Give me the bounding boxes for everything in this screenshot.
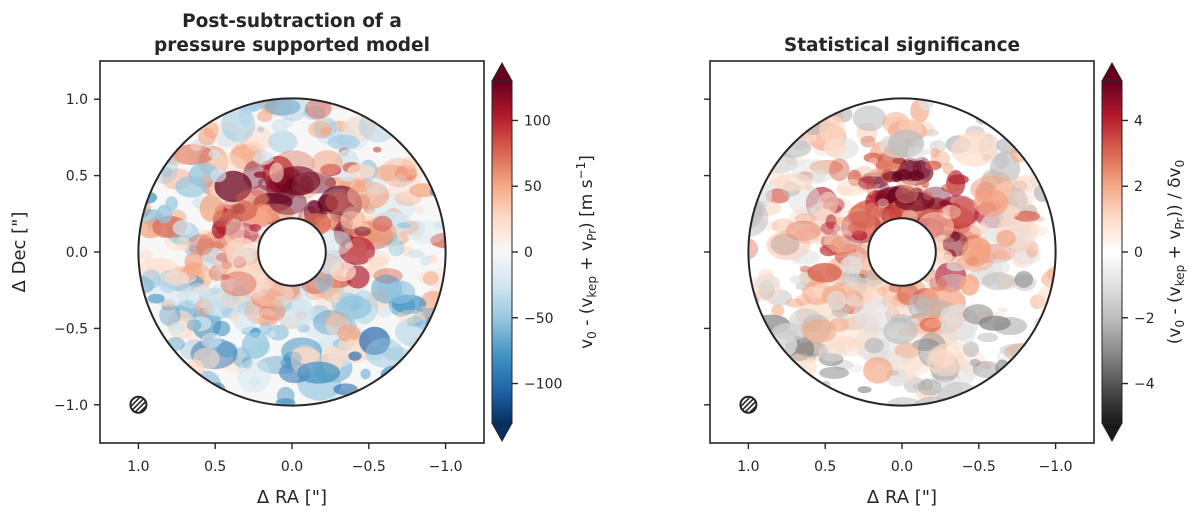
colorbar-extend-min: [491, 422, 513, 443]
x-tick-label: −1.0: [429, 459, 463, 475]
x-axis-label: Δ RA ["]: [257, 487, 327, 508]
colorbar-label-part: Pr: [585, 229, 599, 241]
colorbar-tick-label: −100: [524, 377, 562, 393]
x-tick-label: 0.5: [204, 459, 226, 475]
colorbar-label-part: −1: [574, 162, 588, 180]
x-axis-label: Δ RA ["]: [867, 487, 937, 508]
colorbar-label-part: - (v: [577, 298, 597, 332]
colorbar-gradient: [491, 80, 513, 424]
x-tick-label: −0.5: [352, 459, 386, 475]
chart-title: pressure supported model: [154, 35, 430, 56]
colorbar-label-part: ]: [577, 155, 597, 162]
colorbar-label-part: + v: [577, 241, 597, 276]
colorbar-tick-label: −2: [1134, 311, 1155, 327]
colorbar-label-part: + v: [1165, 230, 1185, 265]
x-tick-label: 1.0: [127, 459, 149, 475]
colorbar-tick-label: −50: [524, 311, 554, 327]
colorbar-label-part: ) [m s: [577, 179, 597, 229]
y-tick-label: 0.5: [66, 169, 88, 185]
y-tick-label: 1.0: [66, 92, 88, 108]
x-tick-label: 0.5: [814, 459, 836, 475]
inner-ring: [257, 217, 327, 287]
colorbar-tick-label: 50: [524, 179, 542, 195]
outer-ring: [747, 97, 1057, 407]
y-tick-label: −1.0: [54, 398, 88, 414]
y-tick-label: 0.0: [66, 245, 88, 261]
beam-ellipse: [739, 395, 758, 414]
x-tick-label: 0.0: [281, 459, 303, 475]
colorbar: 420−2−4(v0 - (vkep + vPr)) / δv0: [1101, 61, 1187, 443]
colorbar-label-part: - (v: [1165, 286, 1185, 320]
colorbar-label-part: kep: [585, 276, 599, 298]
colorbar-label-part: 0: [585, 331, 599, 339]
colorbar-gradient: [1101, 80, 1123, 424]
inner-ring: [867, 217, 937, 287]
colorbar-label-part: 0: [1173, 160, 1187, 168]
colorbar-label-part: 0: [1173, 320, 1187, 328]
beam-ellipse: [129, 395, 148, 414]
y-tick-label: −0.5: [54, 321, 88, 337]
outer-ring: [137, 97, 447, 407]
colorbar-tick-label: 100: [524, 113, 551, 129]
panel-statistical-significance: 1.0 0.5 0.0 −0.5 −1.0 Δ RA ["] Statistical sig…: [704, 35, 1187, 508]
x-tick-label: −1.0: [1039, 459, 1073, 475]
colorbar-extend-max: [1101, 61, 1123, 82]
x-tick-label: 1.0: [737, 459, 759, 475]
colorbar-label-part: Pr: [1173, 218, 1187, 230]
colorbar-label-part: v: [577, 339, 597, 349]
x-tick-label: 0.0: [891, 459, 913, 475]
panel-residual-velocity: 1.0 0.5 0.0 −0.5 −1.0 1.0 0.5 0.0 −0.5 −1.0 Δ RA […: [9, 11, 599, 508]
x-tick-label: −0.5: [962, 459, 996, 475]
colorbar-tick-label: 4: [1134, 113, 1143, 129]
colorbar-extend-min: [1101, 422, 1123, 443]
colorbar-tick-label: −4: [1134, 377, 1155, 393]
colorbar-tick-label: 0: [1134, 245, 1143, 261]
colorbar-label: v0 - (vkep + vPr) [m s−1]: [574, 155, 599, 349]
colorbar-label: (v0 - (vkep + vPr)) / δv0: [1165, 160, 1187, 345]
colorbar-label-part: kep: [1173, 265, 1187, 287]
colorbar-tick-label: 0: [524, 245, 533, 261]
chart-title: Post-subtraction of a: [182, 11, 402, 32]
colorbar-label-part: (v: [1165, 328, 1185, 345]
colorbar-tick-label: 2: [1134, 179, 1143, 195]
colorbar-extend-max: [491, 61, 513, 82]
colorbar-label-part: )) / δv: [1165, 167, 1185, 217]
chart-title: Statistical significance: [784, 35, 1020, 56]
y-axis-label: Δ Dec ["]: [9, 212, 30, 293]
